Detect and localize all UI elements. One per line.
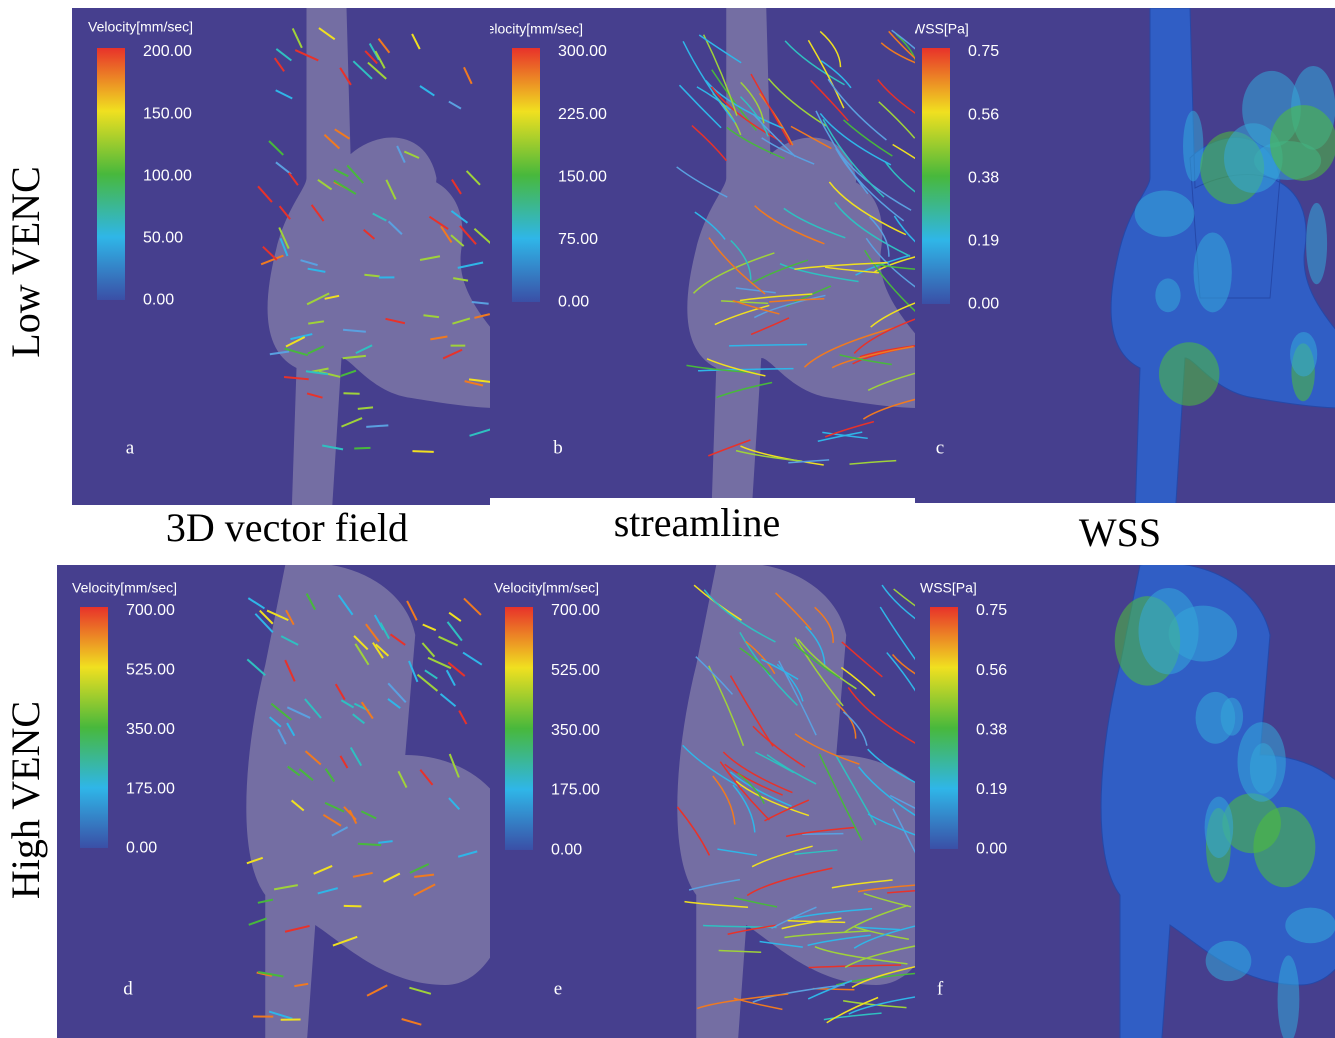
legend-tick-label: 150.00	[143, 105, 192, 122]
wss-patch	[1290, 332, 1317, 377]
panel-letter: f	[937, 978, 944, 999]
vector	[358, 844, 381, 845]
wss-patch	[1135, 191, 1195, 237]
legend-tick-label: 700.00	[126, 602, 175, 619]
panel-content: WSS[Pa] 0.75 0.56 0.38 0.19 0.00 f	[915, 563, 1335, 1038]
figure: Low VENC High VENC 3D vector field strea…	[0, 0, 1335, 1038]
colorbar	[505, 607, 533, 850]
legend-tick-label: 50.00	[143, 229, 183, 246]
legend-title: Velocity[mm/sec]	[88, 19, 193, 35]
wss-patch	[1194, 233, 1232, 313]
legend-tick-label: 0.19	[968, 232, 999, 249]
wss-patch	[1253, 807, 1315, 887]
legend-tick-label: 525.00	[551, 662, 600, 679]
legend-tick-label: 350.00	[126, 721, 175, 738]
legend-title: WSS[Pa]	[912, 21, 969, 37]
panel-content: WSS[Pa] 0.75 0.56 0.38 0.19 0.00 c	[912, 8, 1335, 518]
wss-patch	[1139, 588, 1199, 674]
panel-letter: b	[553, 437, 563, 458]
vector	[412, 451, 433, 452]
column-label: streamline	[614, 500, 781, 545]
legend-tick-label: 0.38	[968, 169, 999, 186]
panel-letter: c	[936, 437, 944, 458]
row-label: Low VENC	[3, 166, 48, 357]
panel-content: Velocity[mm/sec] 700.00 525.00 350.00 175.00…	[57, 563, 516, 1038]
wss-patch	[1159, 342, 1219, 406]
panel-content: Velocity[mm/sec] 300.00 225.00 150.00 75.00 0…	[478, 8, 966, 518]
legend-tick-label: 0.00	[976, 841, 1007, 858]
legend-tick-label: 0.38	[976, 721, 1007, 738]
legend-tick-label: 0.00	[551, 842, 582, 859]
legend-tick-label: 0.56	[976, 662, 1007, 679]
colorbar	[80, 607, 108, 848]
colorbar	[930, 607, 958, 849]
legend-tick-label: 300.00	[558, 43, 607, 60]
streamline	[802, 834, 843, 835]
wss-patch	[1205, 797, 1234, 858]
panel: Velocity[mm/sec] 700.00 525.00 350.00 175.00…	[490, 563, 977, 1038]
wss-patch	[1285, 908, 1335, 944]
legend-tick-label: 700.00	[551, 602, 600, 619]
wss-patch	[1155, 278, 1180, 312]
panel: Velocity[mm/sec] 300.00 225.00 150.00 75.00 0…	[478, 8, 966, 518]
legend-tick-label: 175.00	[126, 780, 175, 797]
legend-title: WSS[Pa]	[920, 580, 977, 596]
legend-tick-label: 0.56	[968, 106, 999, 123]
panel: Velocity[mm/sec] 200.00 150.00 100.00 50.00 0…	[72, 8, 532, 518]
colorbar	[512, 48, 540, 302]
legend-tick-label: 0.75	[976, 602, 1007, 619]
colorbar	[922, 48, 950, 304]
row-label: High VENC	[3, 701, 48, 899]
wss-patch	[1206, 941, 1252, 981]
panel-content: Velocity[mm/sec] 700.00 525.00 350.00 175.00…	[490, 563, 977, 1038]
legend-tick-label: 0.00	[126, 840, 157, 857]
legend-tick-label: 175.00	[551, 782, 600, 799]
legend-tick-label: 75.00	[558, 231, 598, 248]
legend-tick-label: 225.00	[558, 106, 607, 123]
legend-tick-label: 0.00	[968, 295, 999, 312]
legend-tick-label: 525.00	[126, 662, 175, 679]
wss-patch	[1221, 698, 1243, 736]
column-label: WSS	[1079, 510, 1161, 555]
page: {"row_labels": ["Low VENC", "High VENC"]…	[0, 0, 1335, 1038]
panel-letter: a	[126, 437, 135, 458]
panel-content: Velocity[mm/sec] 200.00 150.00 100.00 50.00 0…	[72, 8, 532, 518]
legend-tick-label: 200.00	[143, 43, 192, 60]
panel-letter: d	[123, 978, 133, 999]
wss-patch	[1250, 743, 1277, 794]
panel: Velocity[mm/sec] 700.00 525.00 350.00 175.00…	[57, 563, 516, 1038]
colorbar	[97, 48, 125, 300]
column-label: 3D vector field	[166, 505, 408, 550]
legend-tick-label: 350.00	[551, 722, 600, 739]
vector	[354, 448, 370, 449]
wss-patch	[1306, 203, 1327, 284]
legend-tick-label: 0.75	[968, 43, 999, 60]
panel: WSS[Pa] 0.75 0.56 0.38 0.19 0.00 f	[915, 563, 1335, 1038]
legend-title: Velocity[mm/sec]	[72, 580, 177, 596]
panel: WSS[Pa] 0.75 0.56 0.38 0.19 0.00 c	[912, 8, 1335, 518]
legend-tick-label: 0.00	[143, 291, 174, 308]
panel-letter: e	[554, 978, 562, 999]
legend-tick-label: 0.19	[976, 781, 1007, 798]
legend-tick-label: 0.00	[558, 293, 589, 310]
legend-tick-label: 150.00	[558, 168, 607, 185]
legend-tick-label: 100.00	[143, 167, 192, 184]
wss-patch	[1270, 105, 1335, 181]
legend-title: Velocity[mm/sec]	[494, 580, 599, 596]
legend-title: Velocity[mm/sec]	[478, 21, 583, 37]
